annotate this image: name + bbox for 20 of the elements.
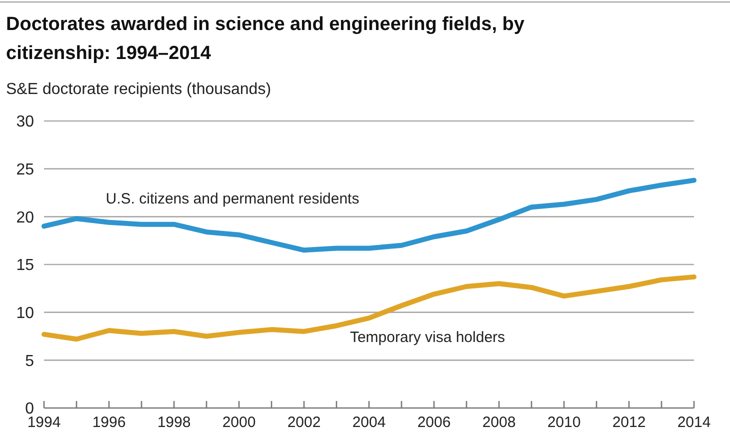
y-tick-label: 30 xyxy=(16,114,34,131)
y-tick-label: 5 xyxy=(25,352,34,370)
x-tick-label: 2008 xyxy=(482,414,516,431)
x-tick-label: 1998 xyxy=(157,414,191,431)
x-tick-label: 2014 xyxy=(677,414,711,431)
y-tick-label: 25 xyxy=(16,161,34,178)
x-tick-label: 2006 xyxy=(417,414,451,431)
y-tick-label: 15 xyxy=(16,257,34,274)
y-tick-label: 10 xyxy=(16,304,34,322)
series-label: U.S. citizens and permanent residents xyxy=(106,190,360,208)
y-axis-title: S&E doctorate recipients (thousands) xyxy=(6,81,272,98)
chart-title: Doctorates awarded in science and engineering fields, by citizenship: 1994–2014 xyxy=(6,14,525,64)
x-tick-label: 2000 xyxy=(222,414,256,431)
x-tick-label: 1996 xyxy=(92,414,126,431)
x-tick-label: 2002 xyxy=(287,414,321,431)
series-label: Temporary visa holders xyxy=(350,328,506,346)
x-tick-label: 2012 xyxy=(612,414,646,431)
y-tick-label: 20 xyxy=(16,209,34,226)
x-tick-label: 2004 xyxy=(352,414,386,431)
x-tick-label: 2010 xyxy=(547,414,581,431)
